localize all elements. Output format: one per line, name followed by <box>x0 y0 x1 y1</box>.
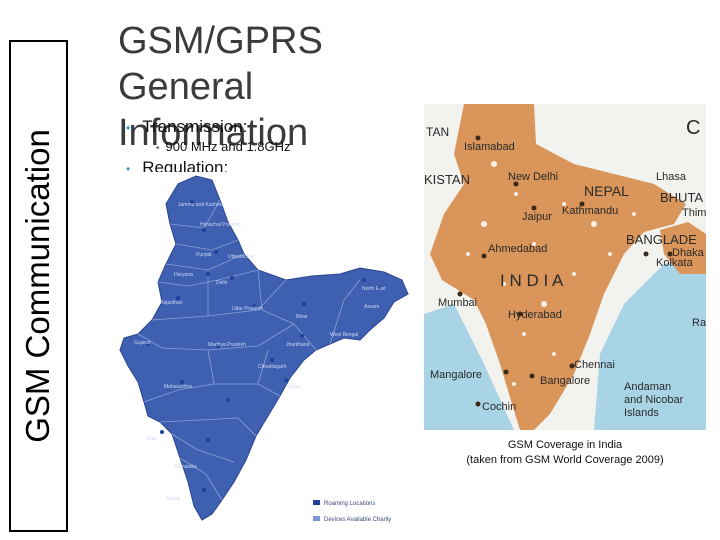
sub-bullet-frequency: • 900 MHz and 1.8GHz <box>156 139 291 154</box>
label-india: I N D I A <box>500 271 564 290</box>
sea-west <box>424 304 514 430</box>
india-landmass <box>119 175 409 521</box>
label-haryana: Haryana <box>174 272 193 278</box>
label-goa: Goa <box>146 436 156 442</box>
label-bihar: Bihar <box>296 314 308 320</box>
map-labels: TAN Islamabad C KISTAN New Delhi Lhasa N… <box>424 117 706 419</box>
label-mumbai: Mumbai <box>438 297 477 309</box>
label-jharkhand: Jharkhand <box>286 342 310 348</box>
label-delhi: Delhi <box>216 280 227 286</box>
bullet-dot-icon: • <box>126 162 131 172</box>
city-markers <box>457 135 673 407</box>
state-borders <box>137 199 361 501</box>
label-kerala: Kerala <box>166 496 181 502</box>
label-cochin: Cochin <box>482 401 516 413</box>
label-andaman-line2: and Nicobar <box>624 394 684 406</box>
state-labels: Jammu and Kashmir Himachal Pradesh Punja… <box>134 202 386 502</box>
label-thim: Thim <box>682 207 706 219</box>
label-west-bengal: West Bengal <box>330 332 358 338</box>
label-kolkata: Kolkata <box>656 257 694 269</box>
label-new-delhi: New Delhi <box>508 171 558 183</box>
label-karnataka: Karnataka <box>174 464 197 470</box>
label-ra: Ra <box>692 317 706 329</box>
india-coverage-land <box>430 104 686 430</box>
legend-swatch-roaming <box>313 500 320 505</box>
label-kistan: KISTAN <box>424 172 470 187</box>
label-punjab: Punjab <box>196 252 212 258</box>
caption-line1: GSM Coverage in India <box>507 439 623 451</box>
bullet-text: Regulation: <box>142 158 229 172</box>
label-uttar-pradesh: Uttar Pradesh <box>232 306 263 312</box>
label-lhasa: Lhasa <box>656 171 687 183</box>
sidebar-title: GSM Communication <box>19 129 56 443</box>
bullet-text: 900 MHz and 1.8GHz <box>165 139 291 154</box>
label-bangalore: Bangalore <box>540 375 590 387</box>
label-north-east: North East <box>362 286 386 292</box>
bullet-dot-icon: • <box>156 143 160 154</box>
label-madhya-pradesh: Madhya Pradesh <box>208 342 246 348</box>
india-roaming-map: Jammu and Kashmir Himachal Pradesh Punja… <box>119 175 409 523</box>
bullet-dot-icon: • <box>126 121 131 135</box>
slide-title-line2: Information <box>118 112 309 154</box>
label-hyderabad: Hyderabad <box>508 309 562 321</box>
label-chennai: Chennai <box>574 359 615 371</box>
bullet-regulation: • Regulation: <box>126 158 228 172</box>
sidebar-frame <box>9 40 68 532</box>
bullet-text: Transmission: <box>142 117 248 136</box>
label-gujarat: Gujarat <box>134 340 151 346</box>
roaming-location-markers <box>146 200 382 492</box>
label-mangalore: Mangalore <box>430 369 482 381</box>
sea-east <box>594 254 706 430</box>
legend-devices-label: Devices Available Charily <box>324 517 391 523</box>
label-kathmandu: Kathmandu <box>562 205 618 217</box>
map-caption: GSM Coverage in India (taken from GSM Wo… <box>424 438 706 468</box>
label-maharashtra: Maharashtra <box>164 384 192 390</box>
label-dhaka: Dhaka <box>672 247 705 259</box>
label-himachal: Himachal Pradesh <box>200 222 241 228</box>
label-uttaranchal: Uttaranchal <box>228 254 254 260</box>
legend-roaming-label: Roaming Locations <box>324 501 375 507</box>
gsm-coverage-map: TAN Islamabad C KISTAN New Delhi Lhasa N… <box>424 104 706 430</box>
slide-title: GSM/GPRS General Information <box>118 18 418 156</box>
label-chhattisgarh: Chhattisgarh <box>258 364 287 370</box>
label-tan: TAN <box>426 125 449 139</box>
label-bhuta: BHUTA <box>660 190 703 205</box>
label-banglade: BANGLADE <box>626 232 697 247</box>
label-c: C <box>686 117 700 139</box>
coverage-gaps <box>466 161 636 386</box>
label-assam: Assam <box>364 304 379 310</box>
label-andaman-line1: Andaman <box>624 381 671 393</box>
label-jaipur: Jaipur <box>522 211 552 223</box>
bullet-transmission: • Transmission: <box>126 117 247 137</box>
label-andaman-nicobar: Andaman and Nicobar Islands <box>624 381 686 419</box>
caption-line2: (taken from GSM World Coverage 2009) <box>466 454 664 466</box>
slide-title-line1: GSM/GPRS General <box>118 20 323 108</box>
bangladesh-region <box>660 222 706 274</box>
label-jammu-kashmir: Jammu and Kashmir <box>178 202 224 208</box>
label-orissa: Orissa <box>286 384 301 390</box>
label-ahmedabad: Ahmedabad <box>488 243 547 255</box>
legend-swatch-devices <box>313 516 320 521</box>
label-andaman-line3: Islands <box>624 407 659 419</box>
label-nepal: NEPAL <box>584 183 629 199</box>
label-islamabad: Islamabad <box>464 141 515 153</box>
label-rajasthan: Rajasthan <box>160 300 183 306</box>
